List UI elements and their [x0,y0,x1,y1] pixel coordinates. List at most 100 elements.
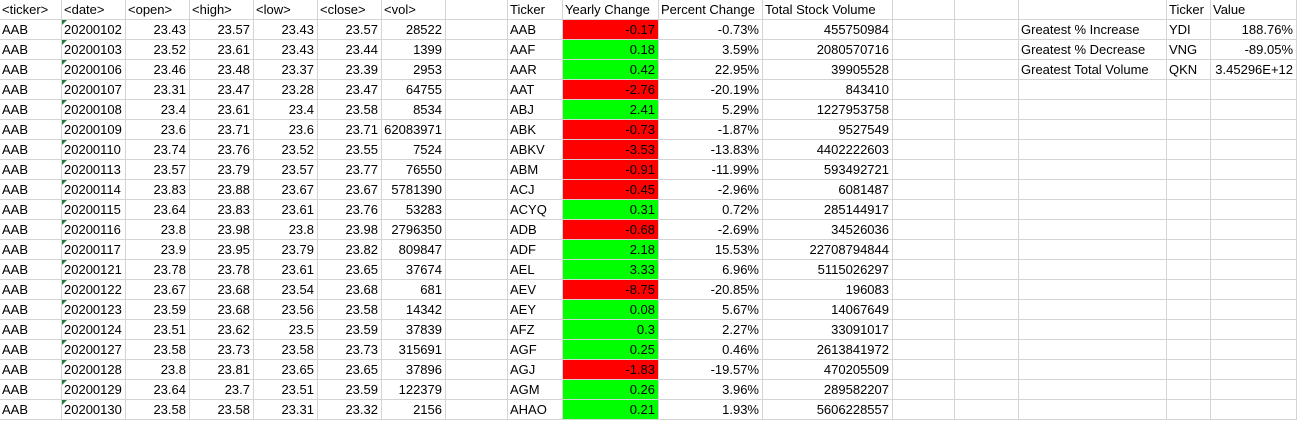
empty-cell[interactable] [955,220,1019,240]
empty-cell[interactable] [1019,380,1167,400]
yearly-change-cell[interactable]: -0.68 [563,220,659,240]
raw-data-cell[interactable]: 23.81 [190,360,254,380]
raw-data-cell[interactable]: 23.78 [126,260,190,280]
summary-header-cell[interactable]: Percent Change [659,0,763,20]
raw-data-cell[interactable]: AAB [0,360,62,380]
empty-cell[interactable] [893,300,955,320]
greatest-value-cell[interactable]: 3.45296E+12 [1211,60,1297,80]
raw-data-cell[interactable]: 23.95 [190,240,254,260]
raw-data-cell[interactable]: 20200106 [62,60,126,80]
summary-data-cell[interactable]: 2080570716 [763,40,893,60]
empty-cell[interactable] [1167,380,1211,400]
empty-cell[interactable] [446,260,508,280]
summary-data-cell[interactable]: 3.96% [659,380,763,400]
raw-data-cell[interactable]: AAB [0,140,62,160]
raw-data-cell[interactable]: 23.47 [190,80,254,100]
raw-data-cell[interactable]: 2953 [382,60,446,80]
raw-data-cell[interactable]: 23.52 [254,140,318,160]
summary-data-cell[interactable]: AAR [508,60,563,80]
yearly-change-cell[interactable]: -0.45 [563,180,659,200]
empty-cell[interactable] [446,20,508,40]
raw-data-cell[interactable]: AAB [0,260,62,280]
raw-data-cell[interactable]: 23.8 [254,220,318,240]
summary-data-cell[interactable]: 5.67% [659,300,763,320]
empty-cell[interactable] [1211,400,1297,420]
summary-data-cell[interactable]: AGJ [508,360,563,380]
raw-header-cell[interactable]: <close> [318,0,382,20]
empty-cell[interactable] [893,0,955,20]
raw-data-cell[interactable]: 23.32 [318,400,382,420]
summary-data-cell[interactable]: 1227953758 [763,100,893,120]
raw-data-cell[interactable]: AAB [0,180,62,200]
empty-cell[interactable] [446,180,508,200]
summary-data-cell[interactable]: 285144917 [763,200,893,220]
empty-cell[interactable] [1211,240,1297,260]
summary-data-cell[interactable]: ACJ [508,180,563,200]
raw-data-cell[interactable]: 20200129 [62,380,126,400]
empty-cell[interactable] [446,400,508,420]
empty-cell[interactable] [1167,180,1211,200]
empty-cell[interactable] [893,140,955,160]
raw-data-cell[interactable]: 23.57 [318,20,382,40]
empty-cell[interactable] [1167,220,1211,240]
summary-header-cell[interactable]: Ticker [508,0,563,20]
yearly-change-cell[interactable]: 0.42 [563,60,659,80]
raw-data-cell[interactable]: 8534 [382,100,446,120]
raw-data-cell[interactable]: 23.37 [254,60,318,80]
empty-cell[interactable] [1019,360,1167,380]
summary-data-cell[interactable]: AEL [508,260,563,280]
summary-data-cell[interactable]: 0.72% [659,200,763,220]
summary-data-cell[interactable]: -0.73% [659,20,763,40]
yearly-change-cell[interactable]: 0.21 [563,400,659,420]
summary-data-cell[interactable]: ABK [508,120,563,140]
raw-data-cell[interactable]: 23.68 [318,280,382,300]
raw-data-cell[interactable]: 23.78 [190,260,254,280]
raw-header-cell[interactable]: <vol> [382,0,446,20]
empty-cell[interactable] [955,140,1019,160]
summary-data-cell[interactable]: AEV [508,280,563,300]
greatest-value-cell[interactable]: -89.05% [1211,40,1297,60]
empty-cell[interactable] [1211,200,1297,220]
empty-cell[interactable] [955,40,1019,60]
raw-data-cell[interactable]: 23.44 [318,40,382,60]
raw-data-cell[interactable]: 23.57 [126,160,190,180]
empty-cell[interactable] [446,320,508,340]
empty-cell[interactable] [955,180,1019,200]
raw-data-cell[interactable]: 20200124 [62,320,126,340]
summary-data-cell[interactable]: AHAO [508,400,563,420]
yearly-change-cell[interactable]: 0.3 [563,320,659,340]
raw-data-cell[interactable]: 23.59 [318,380,382,400]
summary-data-cell[interactable]: -19.57% [659,360,763,380]
summary-data-cell[interactable]: AEY [508,300,563,320]
yearly-change-cell[interactable]: 0.08 [563,300,659,320]
empty-cell[interactable] [446,380,508,400]
empty-cell[interactable] [446,120,508,140]
raw-data-cell[interactable]: 681 [382,280,446,300]
raw-data-cell[interactable]: 2796350 [382,220,446,240]
summary-data-cell[interactable]: 0.46% [659,340,763,360]
summary-data-cell[interactable]: ABJ [508,100,563,120]
raw-data-cell[interactable]: 37896 [382,360,446,380]
raw-data-cell[interactable]: AAB [0,200,62,220]
empty-cell[interactable] [1211,220,1297,240]
raw-data-cell[interactable]: AAB [0,340,62,360]
yearly-change-cell[interactable]: 2.18 [563,240,659,260]
summary-data-cell[interactable]: ADB [508,220,563,240]
summary-data-cell[interactable]: 843410 [763,80,893,100]
raw-data-cell[interactable]: 20200116 [62,220,126,240]
empty-cell[interactable] [446,200,508,220]
raw-data-cell[interactable]: AAB [0,280,62,300]
summary-data-cell[interactable]: 15.53% [659,240,763,260]
greatest-label-cell[interactable]: Greatest % Increase [1019,20,1167,40]
raw-data-cell[interactable]: 23.31 [126,80,190,100]
empty-cell[interactable] [1019,100,1167,120]
empty-cell[interactable] [446,100,508,120]
empty-cell[interactable] [955,400,1019,420]
empty-cell[interactable] [1019,160,1167,180]
summary-data-cell[interactable]: 3.59% [659,40,763,60]
empty-cell[interactable] [446,220,508,240]
raw-data-cell[interactable]: 23.68 [190,300,254,320]
raw-data-cell[interactable]: 23.67 [254,180,318,200]
summary-data-cell[interactable]: ADF [508,240,563,260]
greatest-ticker-cell[interactable]: VNG [1167,40,1211,60]
